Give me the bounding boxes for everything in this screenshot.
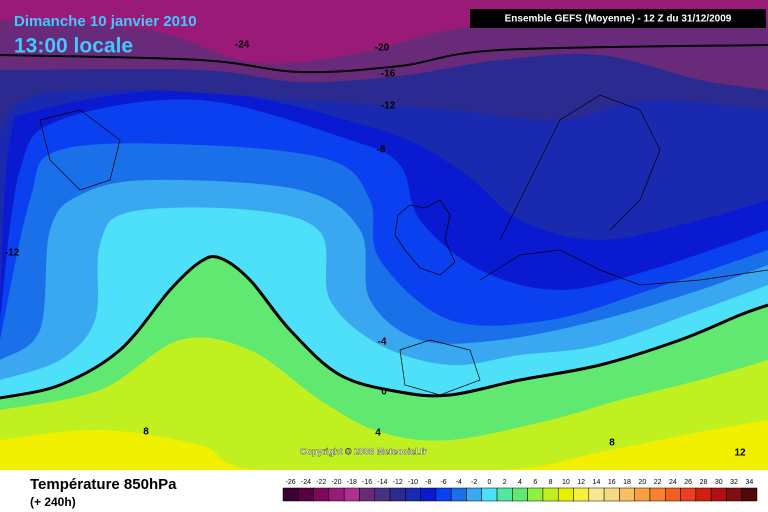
- legend-swatch: [481, 487, 498, 502]
- legend-label: -8: [425, 479, 431, 486]
- legend-swatch: [466, 487, 483, 502]
- contour-label: -24: [235, 40, 250, 51]
- legend-swatch: [374, 487, 391, 502]
- zero-isotherm: [0, 255, 768, 400]
- contour-label: 8: [143, 427, 149, 438]
- legend-label: 2: [503, 479, 507, 486]
- legend-swatch: [420, 487, 437, 502]
- run-box: [470, 9, 766, 28]
- legend-swatch: [695, 487, 712, 502]
- legend-label: 14: [593, 479, 601, 486]
- legend-swatch: [282, 487, 299, 502]
- legend-swatch: [619, 487, 635, 502]
- legend-swatch: [710, 487, 727, 502]
- copyright: Copyright © 2008 Meteociel.fr: [300, 446, 427, 456]
- run-info: Ensemble GEFS (Moyenne) - 12 Z du 31/12/…: [505, 14, 732, 25]
- legend-swatch: [741, 487, 758, 502]
- legend-swatch: [313, 487, 330, 502]
- legend-label: -6: [440, 479, 446, 486]
- legend-swatch: [680, 487, 697, 502]
- temperature-band: [0, 0, 768, 280]
- legend-label: 30: [715, 479, 723, 486]
- legend: -26 -24 -22 -20 -18 -16 -14 -12 -10 -8 -6 -4 -2 0 2 4 6 8…: [282, 479, 758, 502]
- legend-label: 32: [730, 479, 738, 486]
- contour-label: 12: [734, 448, 746, 459]
- contour-label: -8: [377, 145, 386, 156]
- legend-label: -12: [393, 479, 403, 486]
- legend-swatch: [512, 487, 528, 502]
- legend-label: 26: [684, 479, 692, 486]
- legend-swatch: [665, 487, 681, 502]
- legend-swatch: [557, 487, 574, 502]
- footer-title: Température 850hPa: [30, 476, 177, 493]
- isotherm: [0, 44, 768, 74]
- legend-label: -22: [316, 479, 326, 486]
- contour-label: -16: [381, 69, 396, 80]
- legend-label: 16: [608, 479, 616, 486]
- legend-swatch: [588, 487, 605, 502]
- legend-label: 4: [518, 479, 522, 486]
- legend-label: 8: [549, 479, 553, 486]
- legend-label: -2: [471, 479, 477, 486]
- legend-swatch: [359, 487, 375, 502]
- legend-swatch: [343, 487, 360, 502]
- contour-label: -12: [5, 248, 20, 259]
- contour-label: -4: [378, 337, 387, 348]
- lead-time: (+ 240h): [30, 495, 76, 509]
- legend-label: -20: [331, 479, 341, 486]
- legend-swatch: [542, 487, 559, 502]
- contour-label: 8: [609, 438, 615, 449]
- legend-swatch: [726, 487, 742, 502]
- contour-label: -12: [381, 101, 396, 112]
- coastlines: [39, 94, 768, 396]
- legend-label: 20: [638, 479, 646, 486]
- legend-label: -18: [347, 479, 357, 486]
- contour-label: -20: [375, 43, 390, 54]
- legend-swatch: [649, 487, 666, 502]
- legend-swatch: [527, 487, 544, 502]
- europe-coast: [479, 249, 768, 286]
- legend-swatch: [573, 487, 590, 502]
- legend-label: 22: [654, 479, 662, 486]
- legend-swatch: [328, 487, 345, 502]
- legend-label: -10: [408, 479, 418, 486]
- legend-label: 34: [745, 479, 753, 486]
- contour-label: 4: [375, 428, 381, 439]
- legend-swatch: [634, 487, 651, 502]
- legend-label: 10: [562, 479, 570, 486]
- scandinavia: [499, 94, 661, 241]
- legend-swatch: [405, 487, 421, 502]
- legend-swatch: [298, 487, 314, 502]
- legend-label: -26: [286, 479, 296, 486]
- legend-label: -4: [456, 479, 462, 486]
- legend-swatch: [389, 487, 406, 502]
- legend-label: 28: [700, 479, 708, 486]
- legend-label: -16: [362, 479, 372, 486]
- british-isles: [394, 199, 456, 276]
- legend-swatch: [435, 487, 452, 502]
- legend-label: 18: [623, 479, 631, 486]
- local-time: 13:00 locale: [14, 35, 133, 58]
- legend-label: -14: [377, 479, 387, 486]
- greenland-coast: [39, 109, 121, 191]
- date: Dimanche 10 janvier 2010: [14, 13, 197, 30]
- contour-label: 0: [381, 387, 387, 398]
- legend-label: 24: [669, 479, 677, 486]
- legend-label: -24: [301, 479, 311, 486]
- legend-label: 0: [487, 479, 491, 486]
- iberia: [399, 339, 481, 396]
- legend-swatch: [603, 487, 620, 502]
- legend-label: 6: [533, 479, 537, 486]
- legend-swatch: [496, 487, 513, 502]
- contour-labels: -24 -20 -16 -12 -8 -12 -4 0 4 8 8 12: [5, 40, 746, 459]
- legend-label: 12: [577, 479, 585, 486]
- legend-swatch: [450, 487, 467, 502]
